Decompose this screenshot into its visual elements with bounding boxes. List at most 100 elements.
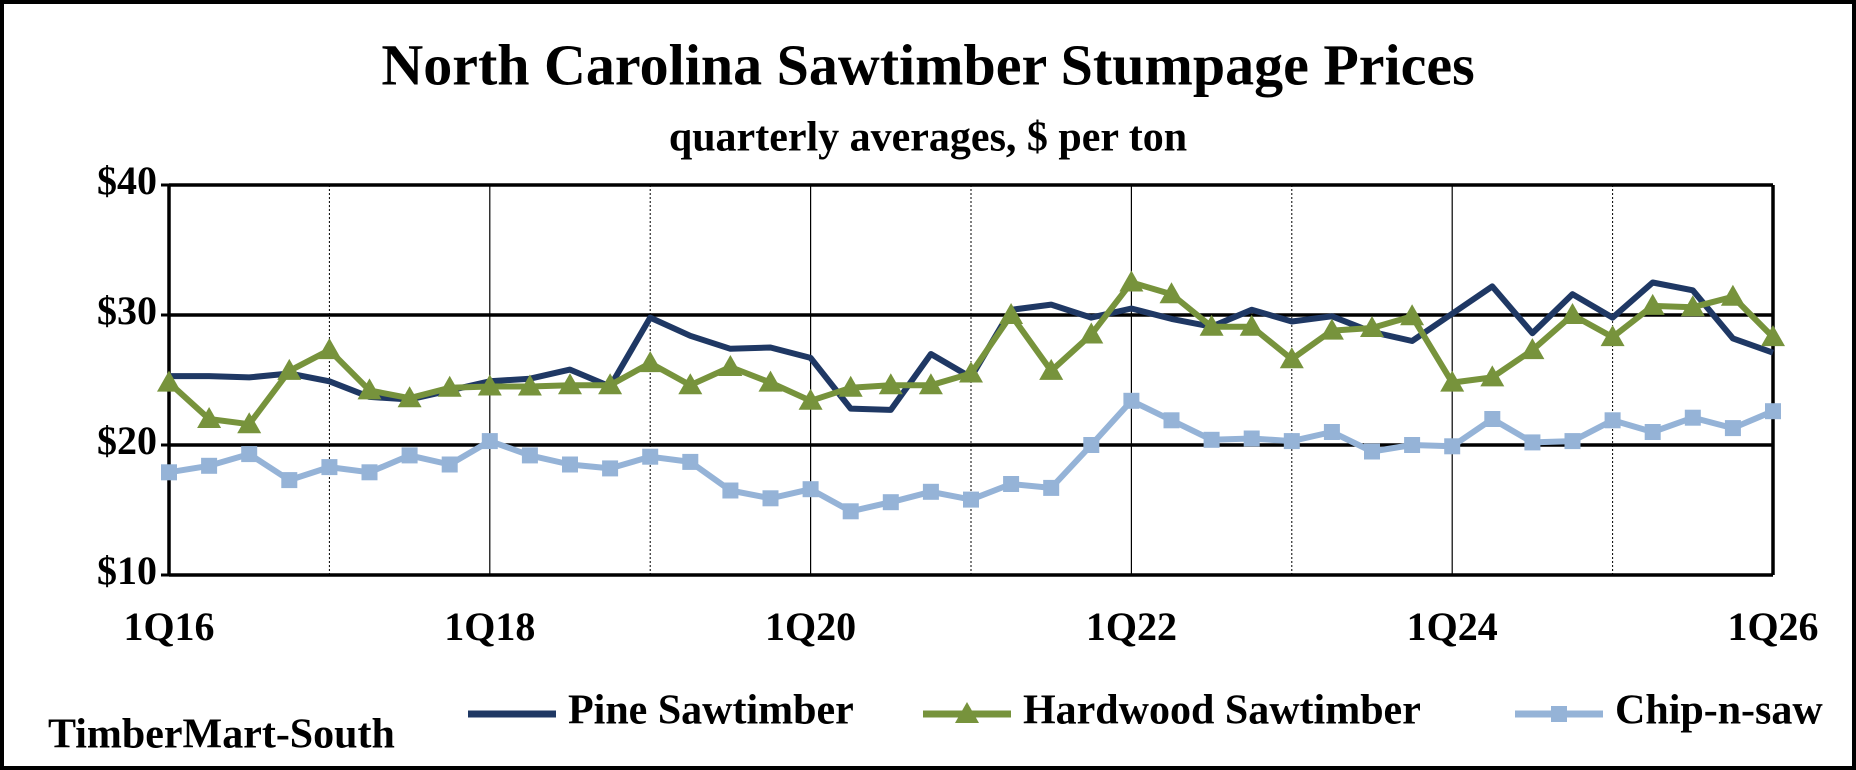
marker: [1364, 443, 1380, 460]
marker: [1444, 438, 1461, 455]
marker: [1360, 316, 1384, 337]
marker: [357, 378, 382, 400]
marker: [802, 481, 819, 498]
x-tick-label: 1Q26: [1727, 604, 1818, 649]
y-tick-label: $40: [97, 158, 157, 203]
marker: [1520, 338, 1545, 360]
legend-label: Hardwood Sawtimber: [1023, 688, 1421, 734]
marker: [401, 447, 418, 464]
x-tick-label: 1Q18: [444, 604, 535, 649]
marker: [437, 375, 462, 397]
marker: [918, 373, 943, 395]
marker: [922, 483, 939, 500]
marker: [1319, 318, 1344, 340]
marker: [317, 338, 342, 360]
marker: [1765, 403, 1781, 420]
legend-label: Pine Sawtimber: [568, 688, 854, 734]
marker: [1283, 433, 1300, 450]
x-tick-label: 1Q24: [1407, 604, 1498, 649]
marker: [718, 355, 743, 376]
marker: [1003, 476, 1020, 492]
marker: [281, 472, 298, 489]
marker: [999, 303, 1024, 324]
marker: [481, 433, 498, 450]
y-tick-label: $10: [97, 548, 157, 593]
marker: [1083, 437, 1100, 453]
x-tick-label: 1Q16: [123, 604, 214, 649]
marker: [1761, 325, 1785, 347]
y-tick-label: $30: [97, 288, 157, 333]
marker: [878, 373, 903, 395]
marker: [722, 482, 739, 499]
marker: [197, 407, 222, 428]
marker: [758, 370, 783, 392]
marker: [1484, 411, 1501, 427]
y-tick-label: $20: [97, 418, 157, 463]
marker: [1123, 392, 1140, 409]
marker: [277, 358, 302, 380]
chart-subtitle: quarterly averages, $ per ton: [669, 115, 1187, 161]
marker: [682, 453, 699, 470]
marker: [157, 370, 181, 392]
marker: [361, 464, 378, 481]
marker: [1720, 284, 1745, 306]
marker: [882, 494, 899, 511]
marker: [1163, 412, 1180, 429]
x-tick-label: 1Q22: [1086, 604, 1177, 649]
marker: [1724, 420, 1741, 437]
marker: [762, 490, 779, 507]
marker: [562, 456, 578, 473]
marker: [1203, 431, 1220, 448]
marker: [1551, 706, 1567, 722]
marker: [237, 412, 262, 434]
marker: [1043, 479, 1060, 496]
marker: [1404, 437, 1421, 453]
marker: [1604, 412, 1621, 429]
marker: [1480, 365, 1505, 387]
marker: [1600, 325, 1625, 347]
marker: [1323, 424, 1340, 440]
source: TimberMart-South: [48, 712, 395, 758]
marker: [558, 373, 582, 395]
marker: [1560, 303, 1585, 324]
marker: [963, 491, 979, 508]
marker: [1564, 433, 1581, 450]
marker: [1524, 434, 1541, 451]
marker: [1239, 314, 1264, 336]
marker: [598, 373, 623, 395]
marker: [1440, 370, 1465, 392]
marker: [161, 464, 177, 481]
marker: [517, 374, 542, 396]
chart-title: North Carolina Sawtimber Stumpage Prices: [381, 32, 1474, 97]
marker: [678, 373, 703, 395]
marker: [1039, 358, 1064, 380]
marker: [1199, 314, 1224, 336]
marker: [602, 460, 619, 477]
marker: [477, 374, 502, 396]
marker: [1684, 409, 1701, 426]
marker: [321, 459, 338, 476]
marker: [955, 702, 979, 723]
plot: [157, 270, 1785, 520]
marker: [1279, 347, 1304, 369]
marker: [241, 446, 258, 463]
marker: [397, 386, 422, 408]
marker: [1079, 322, 1104, 344]
marker: [642, 448, 659, 465]
marker: [201, 457, 218, 474]
marker: [798, 388, 823, 410]
marker: [1644, 424, 1661, 440]
marker: [441, 456, 458, 473]
marker: [1400, 304, 1425, 326]
marker: [1119, 270, 1144, 292]
marker: [1640, 293, 1665, 315]
marker: [838, 375, 863, 397]
grid: 1Q16 1Q18 1Q20 1Q22 1Q24 1Q26 $10 $20 $30 $40: [97, 158, 1819, 649]
marker: [521, 447, 538, 464]
marker: [638, 351, 663, 373]
x-tick-label: 1Q20: [765, 604, 856, 649]
marker: [1680, 295, 1705, 317]
marker: [1243, 430, 1260, 447]
marker: [959, 361, 983, 383]
